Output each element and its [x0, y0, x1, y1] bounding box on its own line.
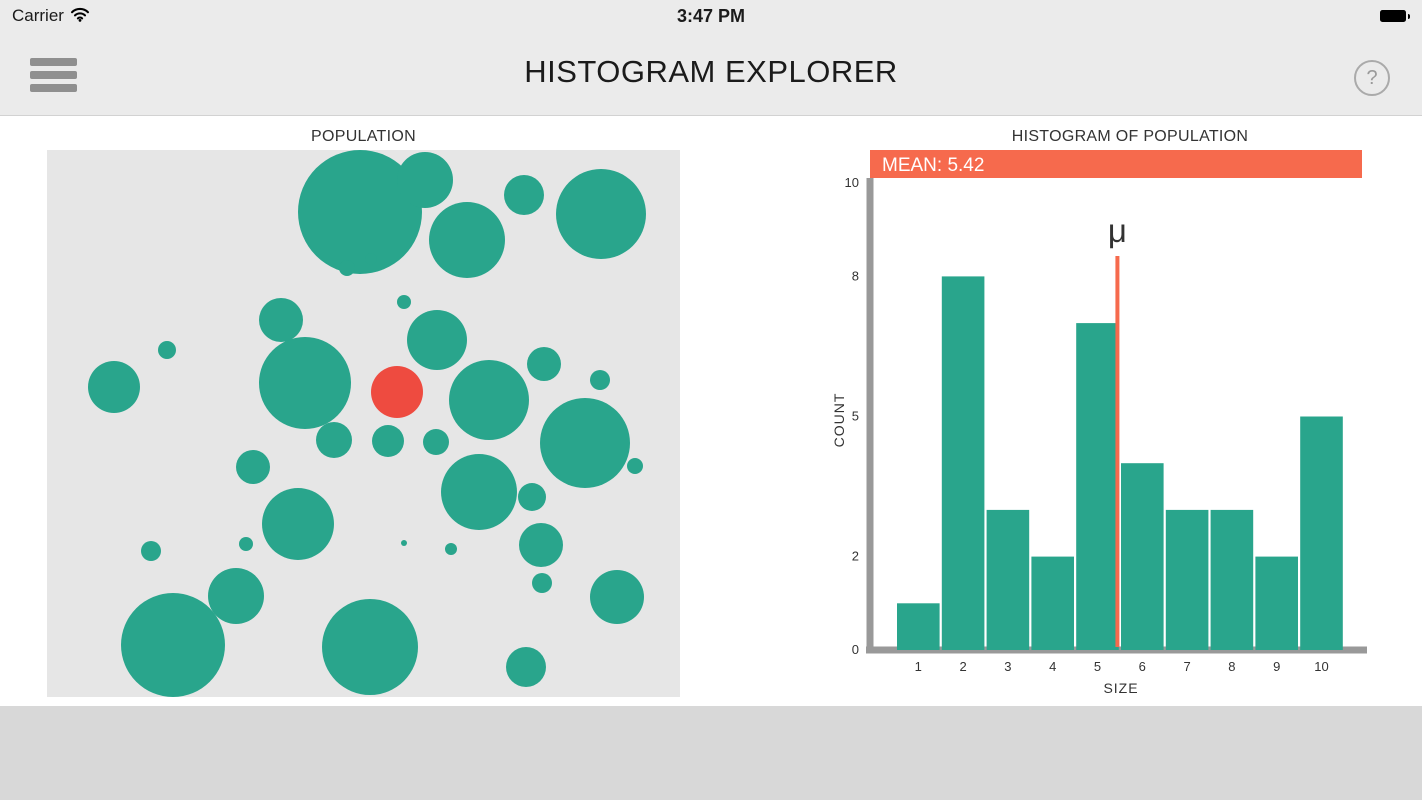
mu-symbol: μ: [1108, 212, 1127, 249]
population-circle[interactable]: [445, 543, 457, 555]
y-tick-label: 8: [852, 268, 859, 283]
population-plot: [47, 150, 680, 697]
histogram-bars: [897, 276, 1343, 650]
axis-ticks: 1 2 3 4 5 6 7 8 9 10 0 2 5 8 10: [845, 175, 1329, 674]
x-tick-label: 1: [915, 659, 922, 674]
x-axis-label: SIZE: [1103, 680, 1138, 696]
population-circle[interactable]: [627, 458, 643, 474]
population-circle[interactable]: [339, 260, 355, 276]
help-button[interactable]: ?: [1354, 60, 1390, 96]
histogram-bar: [1031, 556, 1074, 650]
population-circle[interactable]: [519, 523, 563, 567]
x-tick-label: 5: [1094, 659, 1101, 674]
population-circle[interactable]: [141, 541, 161, 561]
histogram-bar: [1121, 463, 1164, 650]
population-circle[interactable]: [556, 169, 646, 259]
population-panel: POPULATION: [0, 116, 711, 706]
population-circle[interactable]: [590, 370, 610, 390]
population-circle[interactable]: [423, 429, 449, 455]
population-circle[interactable]: [590, 570, 644, 624]
battery-icon: [1379, 10, 1410, 22]
population-circle[interactable]: [365, 253, 377, 265]
y-tick-label: 2: [852, 549, 859, 564]
population-circle[interactable]: [259, 298, 303, 342]
histogram-bar: [1076, 323, 1119, 650]
population-circle[interactable]: [372, 425, 404, 457]
histogram-bar: [1300, 416, 1343, 650]
population-circle[interactable]: [407, 310, 467, 370]
x-tick-label: 9: [1273, 659, 1280, 674]
population-circle[interactable]: [540, 398, 630, 488]
population-circle-selected[interactable]: [371, 366, 423, 418]
histogram-bar: [941, 276, 985, 650]
population-circle[interactable]: [429, 202, 505, 278]
histogram-title: HISTOGRAM OF POPULATION: [1011, 128, 1249, 145]
population-circle[interactable]: [236, 450, 270, 484]
histogram-bar: [1165, 509, 1209, 650]
population-circle[interactable]: [401, 540, 407, 546]
population-circle[interactable]: [518, 483, 546, 511]
question-mark-icon: ?: [1366, 66, 1378, 89]
population-circle[interactable]: [121, 593, 225, 697]
histogram-bar: [986, 509, 1030, 650]
y-tick-label: 5: [852, 409, 859, 424]
mean-indicator: μ: [1108, 212, 1127, 647]
main-content: POPULATION HISTOGRAM OF POPULATION MEAN:…: [0, 116, 1422, 706]
histogram-bar: [1255, 556, 1298, 650]
population-circle[interactable]: [322, 599, 418, 695]
wifi-icon: [70, 6, 90, 27]
status-time: 3:47 PM: [676, 5, 746, 26]
page-title: HISTOGRAM EXPLORER: [524, 54, 898, 89]
population-circle[interactable]: [88, 361, 140, 413]
menu-button[interactable]: [30, 58, 77, 97]
population-circle[interactable]: [504, 175, 544, 215]
population-circle[interactable]: [298, 150, 422, 274]
histogram-bar: [897, 603, 940, 650]
status-bar: Carrier 3:47 PM: [0, 0, 1422, 32]
population-circle[interactable]: [506, 647, 546, 687]
population-circle[interactable]: [397, 152, 453, 208]
population-circle[interactable]: [262, 488, 334, 560]
x-tick-label: 8: [1228, 659, 1235, 674]
y-tick-label: 10: [845, 175, 859, 190]
x-tick-label: 2: [959, 659, 966, 674]
hamburger-icon: [30, 58, 77, 66]
x-tick-label: 7: [1183, 659, 1190, 674]
population-circle[interactable]: [316, 422, 352, 458]
population-circle[interactable]: [158, 341, 176, 359]
mean-banner-label: MEAN: 5.42: [882, 155, 984, 176]
population-circle[interactable]: [532, 573, 552, 593]
population-circle[interactable]: [397, 295, 411, 309]
population-title: POPULATION: [311, 128, 416, 145]
histogram-plot: MEAN: 5.42 COUNT SIZE 1 2 3 4 5 6 7 8 9 10025810 …: [831, 150, 1367, 696]
population-circle[interactable]: [441, 454, 517, 530]
x-tick-label: 3: [1004, 659, 1011, 674]
histogram-panel: HISTOGRAM OF POPULATION MEAN: 5.42 COUNT…: [711, 116, 1422, 706]
app-header: HISTOGRAM EXPLORER ?: [0, 32, 1422, 116]
histogram-bar: [1210, 509, 1254, 650]
population-circle[interactable]: [449, 360, 529, 440]
population-circle[interactable]: [527, 347, 561, 381]
carrier-label: Carrier: [12, 6, 64, 25]
population-circle[interactable]: [208, 568, 264, 624]
population-circle[interactable]: [239, 537, 253, 551]
population-circle[interactable]: [259, 337, 351, 429]
y-tick-label: 0: [852, 642, 859, 657]
x-tick-label: 6: [1139, 659, 1146, 674]
y-axis-label: COUNT: [831, 393, 847, 448]
x-tick-label: 4: [1049, 659, 1056, 674]
x-tick-label: 10: [1314, 659, 1328, 674]
mean-banner: [870, 150, 1362, 178]
